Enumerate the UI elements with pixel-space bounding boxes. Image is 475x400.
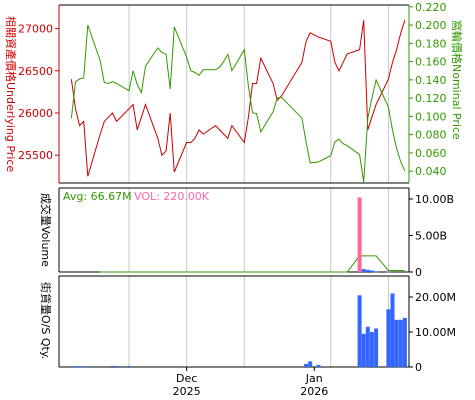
volume-bar	[374, 271, 379, 273]
right-tick-label: 0.060	[415, 147, 447, 160]
x-year-label: 2026	[300, 385, 328, 398]
os-qty-bar	[127, 365, 131, 367]
os-qty-bar	[73, 366, 78, 368]
right-tick-label: 0.180	[415, 37, 447, 50]
right-tick-label: 0.160	[415, 56, 447, 69]
nominal-price-axis-title: 窩輪價格Nominal Price	[449, 20, 463, 140]
os-qty-bar	[394, 319, 399, 368]
os-qty-bar	[114, 365, 119, 367]
x-year-label: 2025	[173, 385, 201, 398]
os-qty-bar	[357, 295, 362, 368]
x-month-label: Dec	[176, 372, 197, 385]
right-tick-label: 0.040	[415, 165, 447, 178]
right-tick-label: 0.200	[415, 19, 447, 32]
os-tick-label: 0	[415, 361, 422, 374]
os-qty-bar	[77, 366, 82, 368]
nominal-price-line	[70, 24, 406, 183]
x-month-label: Jan	[305, 372, 323, 385]
volume-bar	[357, 197, 362, 272]
os-tick-label: 20.00M	[415, 291, 456, 304]
os-qty-bar	[110, 365, 115, 367]
os-qty-bar	[304, 363, 309, 367]
os-qty-bar	[398, 319, 403, 368]
current-volume-label: VOL: 220.00K	[134, 190, 210, 203]
right-tick-label: 0.220	[415, 1, 447, 14]
volume-panel: 0 5.00B 10.00B	[58, 187, 454, 279]
volume-bar	[361, 269, 366, 272]
os-qty-bar	[390, 293, 395, 367]
underlying-price-axis-title: 相關資產價格Underlying Price	[3, 16, 17, 173]
plot-area	[59, 276, 409, 367]
volume-tick-label: 10.00B	[415, 193, 454, 206]
right-tick-label: 0.120	[415, 92, 447, 105]
volume-tick-label: 5.00B	[415, 229, 447, 242]
right-tick-label: 0.080	[415, 129, 447, 142]
volume-axis-title: 成交量Volume	[38, 193, 52, 267]
os-tick-label: 10.00M	[415, 326, 456, 339]
left-tick-label: 26500	[18, 65, 53, 78]
right-tick-label: 0.140	[415, 74, 447, 87]
os-qty-bar	[402, 318, 407, 367]
os-qty-bar	[308, 361, 313, 367]
price-panel: 25500 26000 26500 27000 0.040 0.060 0.080 0.100…	[18, 1, 447, 184]
right-tick-label: 0.100	[415, 110, 447, 123]
os-qty-bar	[85, 366, 90, 368]
left-tick-label: 27000	[18, 23, 53, 36]
volume-bar	[365, 269, 370, 272]
left-tick-label: 25500	[18, 149, 53, 162]
volume-bar	[369, 270, 374, 272]
os-qty-axis-title: 街貨量O/S Qty.	[38, 281, 52, 359]
os-qty-bar	[361, 333, 366, 368]
volume-bar	[386, 271, 391, 273]
underlying-price-line	[70, 20, 406, 177]
os-qty-bar	[369, 332, 374, 367]
os-qty-bar	[386, 309, 391, 368]
left-tick-label: 26000	[18, 107, 53, 120]
os-qty-bar	[374, 328, 379, 367]
os-qty-bar	[316, 364, 321, 367]
plot-area	[59, 5, 409, 183]
volume-tick-label: 0	[415, 266, 422, 279]
os-qty-panel: 0 10.00M 20.00M	[58, 275, 456, 374]
avg-volume-label: Avg: 66.67M	[63, 190, 132, 203]
plot-area	[59, 188, 409, 272]
os-qty-bar	[365, 326, 370, 368]
average-volume-line	[100, 255, 405, 273]
